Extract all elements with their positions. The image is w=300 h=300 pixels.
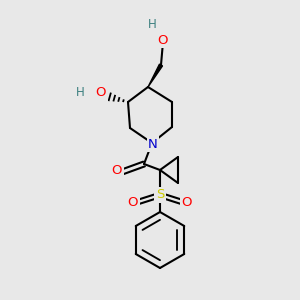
Polygon shape	[148, 64, 163, 87]
Text: S: S	[156, 188, 164, 202]
Text: O: O	[158, 34, 168, 46]
Text: N: N	[148, 137, 158, 151]
Text: H: H	[76, 86, 84, 100]
Text: O: O	[96, 86, 106, 100]
Text: O: O	[128, 196, 138, 208]
Text: H: H	[148, 19, 156, 32]
Text: O: O	[112, 164, 122, 178]
Text: O: O	[182, 196, 192, 208]
